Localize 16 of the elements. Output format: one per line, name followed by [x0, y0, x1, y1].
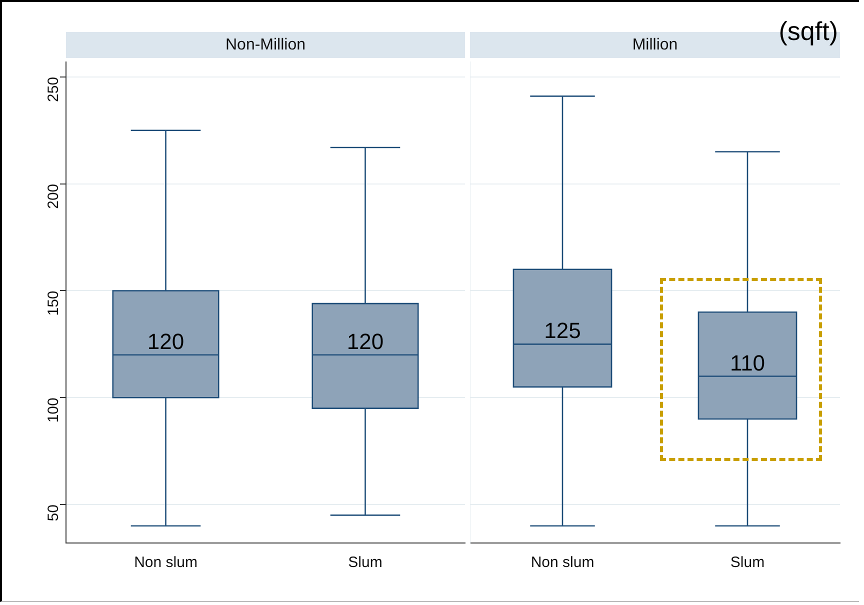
x-tick-label: Slum [348, 554, 382, 572]
x-tick-label: Slum [730, 554, 765, 572]
y-tick-label: 150 [45, 290, 62, 316]
y-tick-label: 100 [45, 398, 62, 423]
annotation: 110 [730, 350, 766, 376]
y-tick-label: 50 [45, 504, 62, 522]
chart-title: Non-Million [225, 36, 306, 54]
annotation: 125 [544, 318, 581, 344]
annotation: 120 [147, 328, 184, 354]
chart-title: Million [632, 36, 678, 54]
text: (sqft) [778, 16, 838, 46]
x-tick-label: Non slum [134, 554, 198, 572]
x-tick-label: Non slum [530, 554, 594, 572]
y-tick-label: 250 [45, 76, 62, 102]
annotation: 120 [346, 328, 384, 354]
y-tick-label: 200 [45, 184, 62, 209]
